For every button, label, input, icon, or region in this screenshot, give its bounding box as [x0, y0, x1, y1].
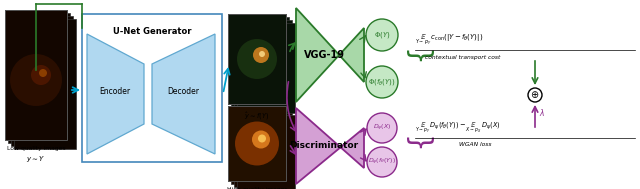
Circle shape	[367, 113, 397, 143]
Circle shape	[253, 47, 269, 63]
Circle shape	[252, 130, 270, 149]
Bar	[5, 10, 67, 140]
Circle shape	[258, 135, 266, 143]
Text: Decoder: Decoder	[167, 88, 199, 97]
Text: contextual transport cost: contextual transport cost	[425, 54, 500, 60]
Bar	[228, 14, 286, 104]
Text: Encoder: Encoder	[99, 88, 131, 97]
Polygon shape	[152, 34, 215, 154]
Bar	[228, 14, 286, 104]
Bar	[11, 16, 73, 146]
Bar	[231, 17, 289, 107]
Bar	[231, 109, 289, 184]
Text: $D_\psi(f_\theta(Y))$: $D_\psi(f_\theta(Y))$	[368, 157, 396, 167]
Text: $D_\psi(X)$: $D_\psi(X)$	[372, 123, 391, 133]
Circle shape	[259, 51, 265, 57]
Circle shape	[39, 69, 47, 77]
Bar	[234, 20, 292, 110]
Text: VGG-19: VGG-19	[303, 50, 344, 60]
Circle shape	[31, 65, 51, 85]
Text: Discriminator: Discriminator	[289, 142, 358, 150]
Circle shape	[235, 122, 279, 166]
Circle shape	[366, 19, 398, 51]
Text: }: }	[401, 136, 429, 154]
Bar	[5, 10, 67, 140]
Text: WGAN loss: WGAN loss	[459, 143, 492, 147]
Circle shape	[528, 88, 542, 102]
FancyBboxPatch shape	[82, 14, 222, 162]
Text: $\underset{Y\sim p_Y}{\mathbb{E}}\,c_{\mathrm{con}}(|Y - f_\theta(Y)|)$: $\underset{Y\sim p_Y}{\mathbb{E}}\,c_{\m…	[415, 33, 483, 47]
Text: $\Phi(Y)$: $\Phi(Y)$	[374, 30, 390, 40]
Polygon shape	[87, 34, 144, 154]
Circle shape	[367, 147, 397, 177]
Circle shape	[10, 54, 62, 106]
Circle shape	[366, 66, 398, 98]
Bar	[228, 106, 286, 181]
Text: $\lambda$: $\lambda$	[539, 106, 545, 118]
Bar	[237, 23, 295, 113]
Text: $\Phi(f_\theta(Y))$: $\Phi(f_\theta(Y))$	[368, 77, 396, 87]
Bar	[234, 112, 292, 187]
Bar	[8, 13, 70, 143]
Text: $\underset{Y\sim p_Y}{\mathbb{E}}\,D_\psi(f_\theta(Y)) - \underset{X\sim p_X}{\m: $\underset{Y\sim p_Y}{\mathbb{E}}\,D_\ps…	[415, 121, 500, 136]
Text: $\oplus$: $\oplus$	[531, 90, 540, 101]
Polygon shape	[296, 8, 364, 102]
Text: Low-quality images: Low-quality images	[7, 146, 65, 151]
Bar	[228, 106, 286, 181]
Polygon shape	[296, 108, 364, 184]
Text: U-Net Generator: U-Net Generator	[113, 27, 191, 36]
Bar	[237, 115, 295, 189]
Text: $y \sim Y$: $y \sim Y$	[26, 154, 46, 164]
Text: }: }	[401, 49, 429, 67]
Text: High-quality images: High-quality images	[227, 187, 287, 189]
Circle shape	[237, 39, 277, 79]
Text: $\hat{y} \sim f(Y)$: $\hat{y} \sim f(Y)$	[244, 111, 269, 122]
Bar	[14, 19, 76, 149]
